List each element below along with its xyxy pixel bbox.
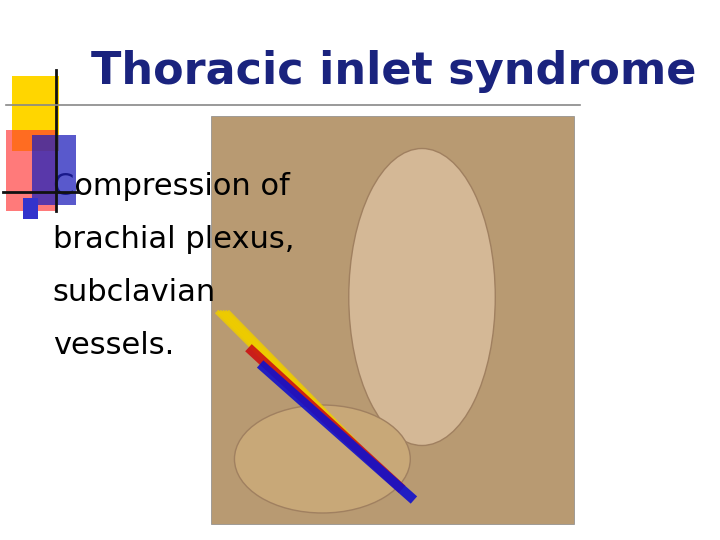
Ellipse shape (235, 405, 410, 513)
Text: vessels.: vessels. (53, 330, 174, 360)
Bar (6, 130, 55, 211)
Bar (24, 198, 38, 219)
Bar (12, 76, 58, 151)
Text: Thoracic inlet syndrome: Thoracic inlet syndrome (91, 50, 696, 93)
Text: brachial plexus,: brachial plexus, (53, 225, 294, 254)
Ellipse shape (348, 148, 495, 445)
Bar (32, 135, 76, 205)
Text: subclavian: subclavian (53, 278, 216, 307)
Bar (211, 116, 575, 524)
Text: Compression of: Compression of (53, 172, 289, 201)
